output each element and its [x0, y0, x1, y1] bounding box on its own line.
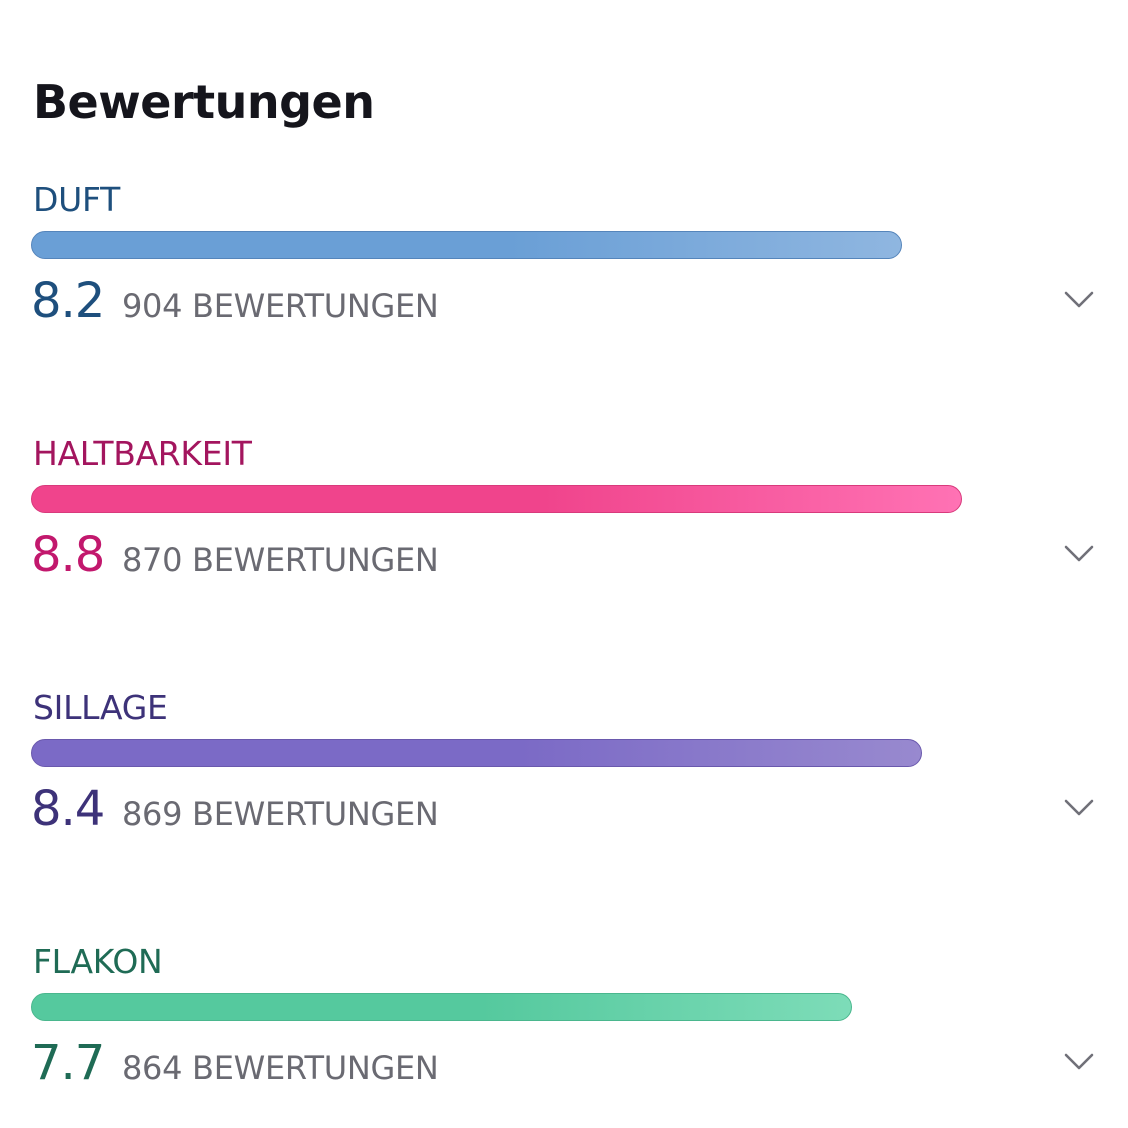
rating-count: 869 BEWERTUNGEN — [122, 795, 439, 833]
chevron-down-icon — [1064, 799, 1094, 816]
rating-score: 7.7 — [31, 1035, 105, 1091]
expand-button[interactable] — [1052, 278, 1106, 322]
chevron-down-icon — [1064, 291, 1094, 308]
expand-button[interactable] — [1052, 1040, 1106, 1084]
rating-score: 8.2 — [31, 273, 105, 329]
rating-count: 904 BEWERTUNGEN — [122, 287, 439, 325]
expand-button[interactable] — [1052, 786, 1106, 830]
rating-haltbarkeit: HALTBARKEIT 8.8 870 BEWERTUNGEN — [0, 434, 1128, 594]
rating-bar-fill — [31, 993, 852, 1021]
rating-duft: DUFT 8.2 904 BEWERTUNGEN — [0, 180, 1128, 340]
rating-sillage: SILLAGE 8.4 869 BEWERTUNGEN — [0, 688, 1128, 848]
page-title: Bewertungen — [33, 75, 375, 129]
rating-count: 864 BEWERTUNGEN — [122, 1049, 439, 1087]
rating-bar-track — [31, 485, 1031, 513]
rating-flakon: FLAKON 7.7 864 BEWERTUNGEN — [0, 942, 1128, 1102]
rating-bar-track — [31, 739, 1031, 767]
rating-label: DUFT — [33, 180, 120, 219]
rating-bar-fill — [31, 739, 922, 767]
rating-bar-fill — [31, 485, 962, 513]
rating-label: HALTBARKEIT — [33, 434, 252, 473]
rating-bar-fill — [31, 231, 902, 259]
rating-count: 870 BEWERTUNGEN — [122, 541, 439, 579]
rating-score: 8.4 — [31, 781, 105, 837]
chevron-down-icon — [1064, 545, 1094, 562]
expand-button[interactable] — [1052, 532, 1106, 576]
chevron-down-icon — [1064, 1053, 1094, 1070]
rating-score: 8.8 — [31, 527, 105, 583]
rating-bar-track — [31, 993, 1031, 1021]
rating-label: FLAKON — [33, 942, 163, 981]
rating-label: SILLAGE — [33, 688, 168, 727]
rating-bar-track — [31, 231, 1031, 259]
